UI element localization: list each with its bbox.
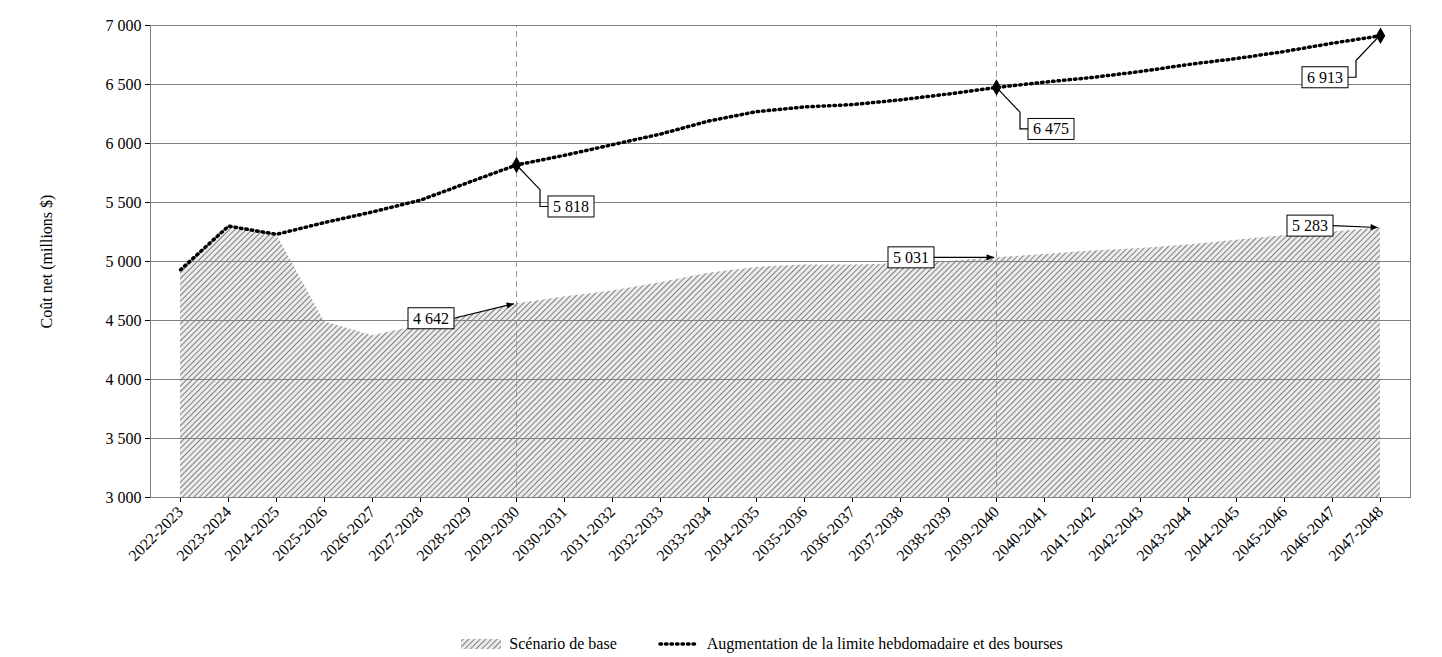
svg-text:4 500: 4 500 [106,312,142,329]
svg-text:2041-2042: 2041-2042 [1037,503,1099,565]
html-text:Scénario de base: Scénario de base [509,634,617,652]
svg-text:2035-2036: 2035-2036 [749,503,811,565]
svg-text:2034-2035: 2034-2035 [701,503,763,565]
svg-text:2044-2045: 2044-2045 [1181,503,1243,565]
svg-text:2025-2026: 2025-2026 [269,503,331,565]
html-text:Augmentation de la limite hebd: Augmentation de la limite hebdomadaire e… [706,634,1063,652]
svg-text:6 475: 6 475 [1033,120,1069,137]
svg-text:5 818: 5 818 [553,198,589,215]
svg-text:3 000: 3 000 [106,489,142,506]
svg-text:2022-2023: 2022-2023 [125,503,187,565]
svg-text:2036-2037: 2036-2037 [797,503,859,565]
svg-text:2029-2030: 2029-2030 [461,503,523,565]
svg-text:2042-2043: 2042-2043 [1085,503,1147,565]
svg-text:4 642: 4 642 [413,310,449,327]
svg-text:4 000: 4 000 [106,371,142,388]
svg-text:2047-2048: 2047-2048 [1325,503,1386,564]
svg-text:2043-2044: 2043-2044 [1133,503,1195,565]
svg-text:Coût net (millions $): Coût net (millions $) [38,195,56,329]
svg-text:2026-2027: 2026-2027 [317,503,379,565]
svg-text:2038-2039: 2038-2039 [893,503,955,565]
svg-text:2037-2038: 2037-2038 [845,503,907,565]
svg-text:5 031: 5 031 [893,249,929,266]
svg-text:6 500: 6 500 [106,76,142,93]
svg-text:2027-2028: 2027-2028 [365,503,427,565]
svg-text:2024-2025: 2024-2025 [221,503,283,565]
svg-text:6 913: 6 913 [1307,69,1343,86]
svg-text:5 283: 5 283 [1292,217,1328,234]
svg-text:2040-2041: 2040-2041 [989,503,1051,565]
svg-text:2030-2031: 2030-2031 [509,503,571,565]
svg-text:2046-2047: 2046-2047 [1277,503,1339,565]
svg-text:2039-2040: 2039-2040 [941,503,1003,565]
svg-text:7 000: 7 000 [106,17,142,34]
svg-text:2031-2032: 2031-2032 [557,503,619,565]
svg-text:5 000: 5 000 [106,253,142,270]
svg-text:2023-2024: 2023-2024 [173,503,235,565]
svg-text:5 500: 5 500 [106,194,142,211]
svg-text:6 000: 6 000 [106,135,142,152]
svg-text:2032-2033: 2032-2033 [605,503,667,565]
svg-text:2028-2029: 2028-2029 [413,503,475,565]
svg-text:2033-2034: 2033-2034 [653,503,715,565]
svg-text:3 500: 3 500 [106,430,142,447]
svg-text:2045-2046: 2045-2046 [1229,503,1291,565]
